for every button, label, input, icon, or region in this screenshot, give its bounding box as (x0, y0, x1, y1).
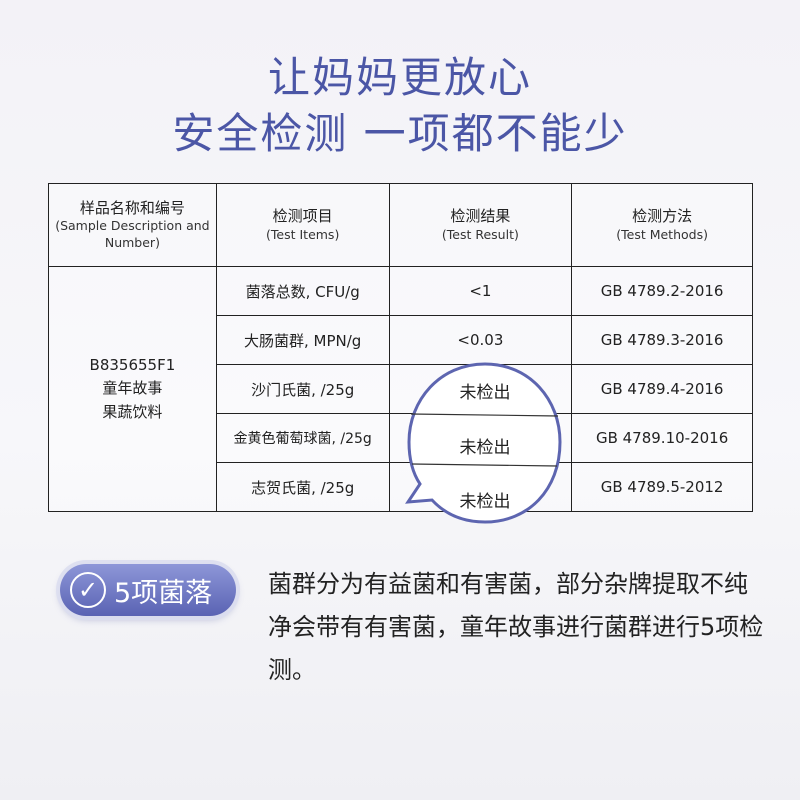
bubble-shape (405, 362, 562, 524)
sample-name: 童年故事 (102, 379, 163, 398)
header-en: (Sample Description and Number) (55, 218, 210, 251)
header-en: (Test Result) (441, 226, 519, 242)
header-en: (Test Methods) (616, 226, 708, 242)
check-circle-icon: ✓ (70, 572, 106, 608)
bubble-divider (411, 463, 558, 467)
headline-line1: 让妈妈更放心 (267, 53, 532, 102)
badge-label: 5项菌落 (114, 577, 213, 609)
bubble-divider (410, 413, 559, 417)
method-cell: GB 4789.10-2016 (571, 413, 753, 463)
header-zh: 检测结果 (450, 207, 511, 226)
test-results-table: 样品名称和编号 (Sample Description and Number) 检… (48, 183, 753, 512)
result-cell: <1 (388, 266, 573, 316)
table-header-row: 样品名称和编号 (Sample Description and Number) 检… (48, 183, 753, 267)
five-tests-badge: ✓ 5项菌落 (60, 564, 236, 616)
header-sample: 样品名称和编号 (Sample Description and Number) (48, 183, 217, 267)
item-cell: 菌落总数, CFU/g (215, 266, 390, 316)
header-en: (Test Items) (266, 226, 340, 242)
method-cell: GB 4789.4-2016 (571, 364, 753, 414)
result-not-detected: 未检出 (459, 438, 511, 458)
header-result: 检测结果 (Test Result) (388, 183, 573, 267)
sample-code: B835655F1 (89, 356, 176, 375)
method-cell: GB 4789.2-2016 (571, 266, 753, 316)
item-cell: 大肠菌群, MPN/g (215, 315, 390, 365)
header-zh: 样品名称和编号 (79, 199, 185, 217)
header-items: 检测项目 (Test Items) (215, 183, 390, 267)
result-not-detected: 未检出 (459, 492, 511, 512)
sample-cell: B835655F1 童年故事果蔬饮料 (48, 266, 217, 512)
method-cell: GB 4789.5-2012 (571, 462, 753, 512)
header-zh: 检测方法 (632, 207, 693, 226)
table-row: B835655F1 童年故事果蔬饮料 菌落总数, CFU/g <1 GB 4789… (48, 266, 753, 512)
result-cell: <0.03 (388, 315, 573, 365)
header-zh: 检测项目 (272, 207, 333, 226)
item-cell: 志贺氏菌, /25g (215, 462, 390, 512)
item-cell: 金黄色葡萄球菌, /25g (215, 413, 390, 463)
table-row: 大肠菌群, MPN/g <0.03 GB 4789.3-2016 (49, 315, 753, 365)
headline-line2: 安全检测 一项都不能少 (172, 109, 628, 158)
description-text: 菌群分为有益菌和有害菌，部分杂牌提取不纯净会带有有害菌，童年故事进行菌群进行5项… (268, 570, 764, 684)
sample-name: 果蔬饮料 (102, 402, 163, 421)
result-not-detected: 未检出 (459, 383, 511, 403)
header-method: 检测方法 (Test Methods) (571, 183, 753, 267)
method-cell: GB 4789.3-2016 (571, 315, 753, 365)
